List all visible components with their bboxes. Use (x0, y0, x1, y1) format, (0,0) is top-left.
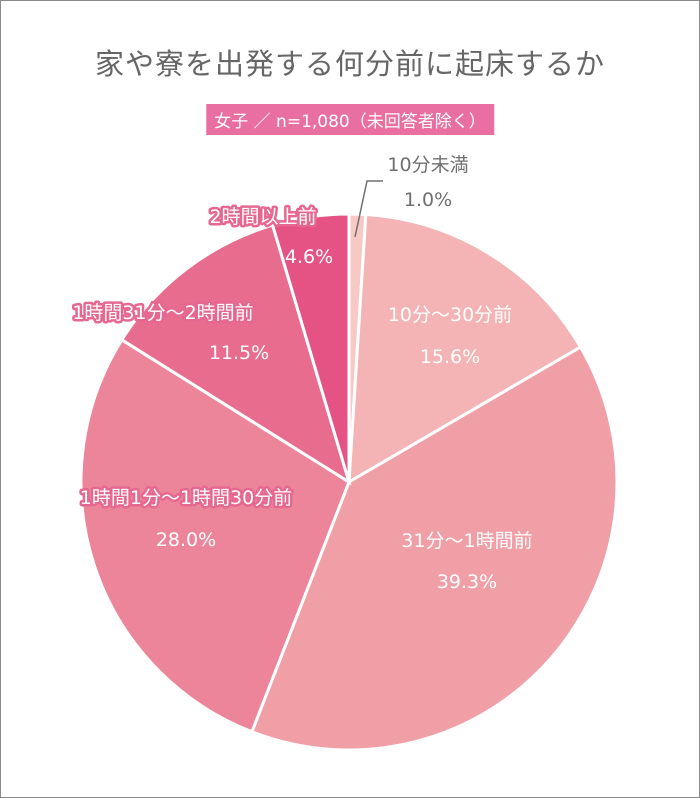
slice-value: 15.6% (420, 346, 480, 368)
pie-slice (270, 212, 351, 483)
slice-value: 1.0% (404, 189, 452, 211)
slice-value: 28.0% (156, 529, 216, 551)
slice-value: 4.6% (285, 246, 333, 268)
slice-label: 1時間1分〜1時間30分前 (80, 487, 292, 509)
slice-label: 10分未満 (387, 154, 468, 176)
pie-slice (119, 223, 352, 486)
pie-slice (347, 212, 583, 485)
slice-label: 31分〜1時間前 (401, 530, 532, 552)
slice-value: 39.3% (437, 571, 497, 593)
leader-line (354, 180, 383, 238)
sample-badge: 女子 ／ n=1,080（未回答者除く） (206, 104, 494, 135)
slice-label: 1時間31分〜2時間前 (72, 302, 253, 324)
slice-value: 11.5% (209, 342, 269, 364)
chart-title: 家や寮を出発する何分前に起床するか (94, 47, 605, 81)
slice-label: 10分〜30分前 (388, 304, 512, 326)
pie-slice (79, 337, 351, 734)
slice-label: 2時間以上前 (209, 206, 316, 228)
pie-slice (249, 344, 619, 752)
